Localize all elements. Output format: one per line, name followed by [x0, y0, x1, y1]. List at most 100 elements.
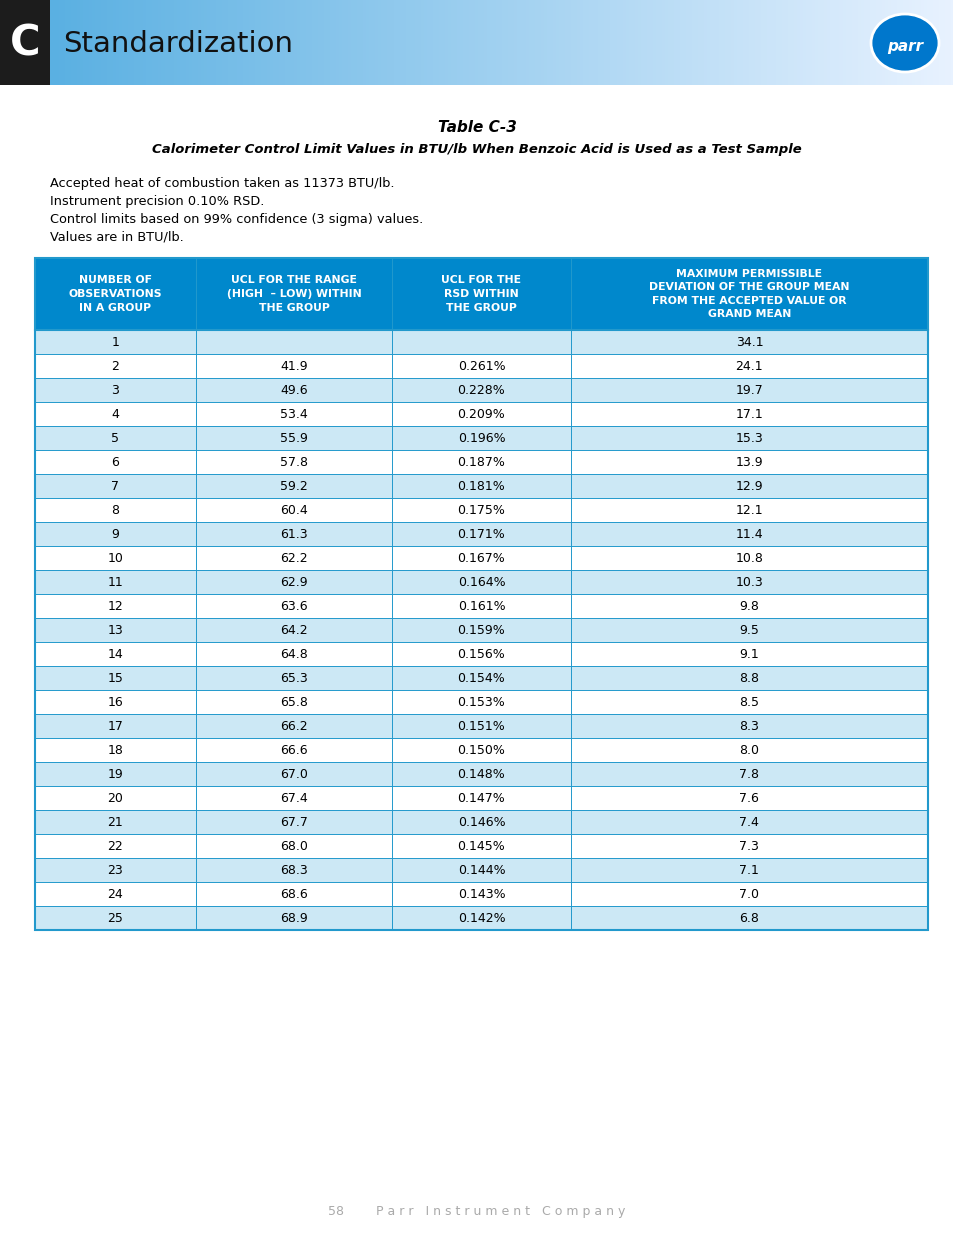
Bar [35, 498, 927, 522]
Text: 8.8: 8.8 [739, 672, 759, 684]
Bar [908, 0, 911, 85]
Bar [649, 0, 653, 85]
Bar [433, 0, 436, 85]
Bar [899, 0, 902, 85]
Text: 25: 25 [108, 911, 123, 925]
Bar [254, 0, 258, 85]
Text: 0.175%: 0.175% [457, 504, 505, 516]
Text: 0.150%: 0.150% [457, 743, 505, 757]
Bar [35, 571, 927, 594]
Text: 10.3: 10.3 [735, 576, 762, 589]
Text: 0.146%: 0.146% [457, 815, 505, 829]
Bar [366, 0, 370, 85]
Bar [932, 0, 936, 85]
Bar [35, 810, 927, 834]
Text: 20: 20 [108, 792, 123, 804]
Bar [733, 0, 737, 85]
Bar [278, 0, 282, 85]
Bar [742, 0, 746, 85]
Bar [779, 0, 781, 85]
Bar [613, 0, 617, 85]
Bar [454, 0, 456, 85]
Bar [264, 0, 267, 85]
Text: parr: parr [886, 38, 923, 53]
Bar [483, 0, 487, 85]
Bar [610, 0, 614, 85]
Bar [561, 0, 565, 85]
Bar [652, 0, 656, 85]
Bar [221, 0, 225, 85]
Text: 7.4: 7.4 [739, 815, 759, 829]
Text: C: C [10, 22, 40, 64]
Bar [947, 0, 950, 85]
Text: 64.8: 64.8 [280, 647, 308, 661]
Bar [537, 0, 541, 85]
Bar [35, 618, 927, 642]
Bar [200, 0, 204, 85]
Bar [688, 0, 692, 85]
Bar [917, 0, 921, 85]
Bar [808, 0, 812, 85]
Bar [622, 0, 625, 85]
Text: 0.167%: 0.167% [457, 552, 505, 564]
Text: UCL FOR THE RANGE
(HIGH  – LOW) WITHIN
THE GROUP: UCL FOR THE RANGE (HIGH – LOW) WITHIN TH… [227, 275, 361, 312]
Bar [634, 0, 638, 85]
Bar [571, 0, 575, 85]
Bar [68, 0, 71, 85]
Bar [676, 0, 679, 85]
Bar [618, 0, 622, 85]
Bar [436, 0, 438, 85]
Bar [35, 882, 927, 906]
Bar [525, 0, 529, 85]
Bar [192, 0, 195, 85]
Bar [456, 0, 460, 85]
Text: 0.145%: 0.145% [457, 840, 505, 852]
Text: 8.5: 8.5 [739, 695, 759, 709]
Text: MAXIMUM PERMISSIBLE
DEVIATION OF THE GROUP MEAN
FROM THE ACCEPTED VALUE OR
GRAND: MAXIMUM PERMISSIBLE DEVIATION OF THE GRO… [648, 268, 849, 320]
Bar [802, 0, 806, 85]
Bar [179, 0, 183, 85]
Bar [664, 0, 667, 85]
Text: 7.3: 7.3 [739, 840, 759, 852]
Text: 0.156%: 0.156% [457, 647, 505, 661]
Bar [35, 834, 927, 858]
Bar [104, 0, 108, 85]
Bar [829, 0, 833, 85]
Bar [152, 0, 155, 85]
Bar [543, 0, 547, 85]
Bar [59, 0, 63, 85]
Bar [462, 0, 466, 85]
Bar [233, 0, 237, 85]
Bar [327, 0, 331, 85]
Text: 64.2: 64.2 [280, 624, 308, 636]
Bar [35, 690, 927, 714]
Bar [698, 0, 700, 85]
Bar [35, 426, 927, 450]
Bar [694, 0, 698, 85]
Text: 0.153%: 0.153% [457, 695, 505, 709]
Bar [451, 0, 454, 85]
Bar [709, 0, 713, 85]
Bar [577, 0, 580, 85]
Bar [438, 0, 442, 85]
Bar [616, 0, 619, 85]
Bar [402, 0, 406, 85]
Bar [92, 0, 95, 85]
Bar [706, 0, 710, 85]
Text: 0.143%: 0.143% [457, 888, 505, 900]
Bar [821, 0, 824, 85]
Bar [862, 0, 866, 85]
Bar [914, 0, 918, 85]
Text: 10: 10 [108, 552, 123, 564]
Text: NUMBER OF
OBSERVATIONS
IN A GROUP: NUMBER OF OBSERVATIONS IN A GROUP [69, 275, 162, 312]
Bar [354, 0, 357, 85]
Bar [35, 258, 927, 930]
Bar [592, 0, 596, 85]
Text: 12.1: 12.1 [735, 504, 762, 516]
Bar [496, 0, 499, 85]
Bar [655, 0, 659, 85]
Bar [339, 0, 342, 85]
Bar [514, 0, 517, 85]
Bar [107, 0, 111, 85]
Bar [631, 0, 635, 85]
